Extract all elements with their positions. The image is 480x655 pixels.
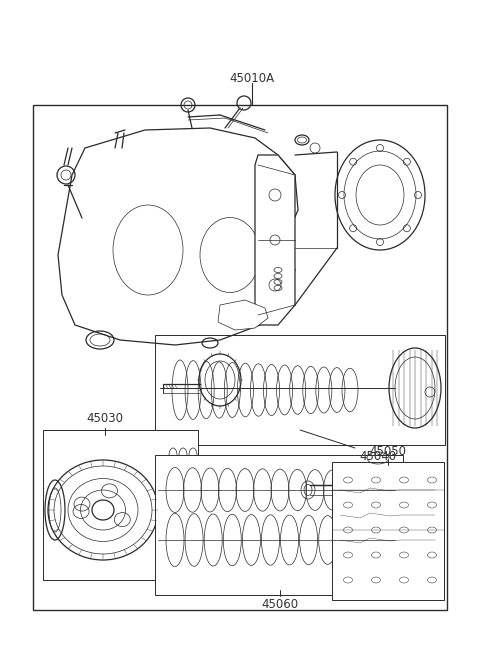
Text: 45060: 45060 xyxy=(262,598,299,611)
Polygon shape xyxy=(58,128,298,345)
Text: 45050: 45050 xyxy=(370,445,407,458)
Bar xyxy=(43,430,198,580)
Polygon shape xyxy=(255,155,295,325)
Bar xyxy=(332,462,444,600)
Polygon shape xyxy=(218,300,268,330)
Text: 45010A: 45010A xyxy=(229,71,275,84)
Text: 45030: 45030 xyxy=(86,412,123,425)
Bar xyxy=(155,455,403,595)
Text: 45040: 45040 xyxy=(360,450,396,463)
Bar xyxy=(33,105,447,610)
